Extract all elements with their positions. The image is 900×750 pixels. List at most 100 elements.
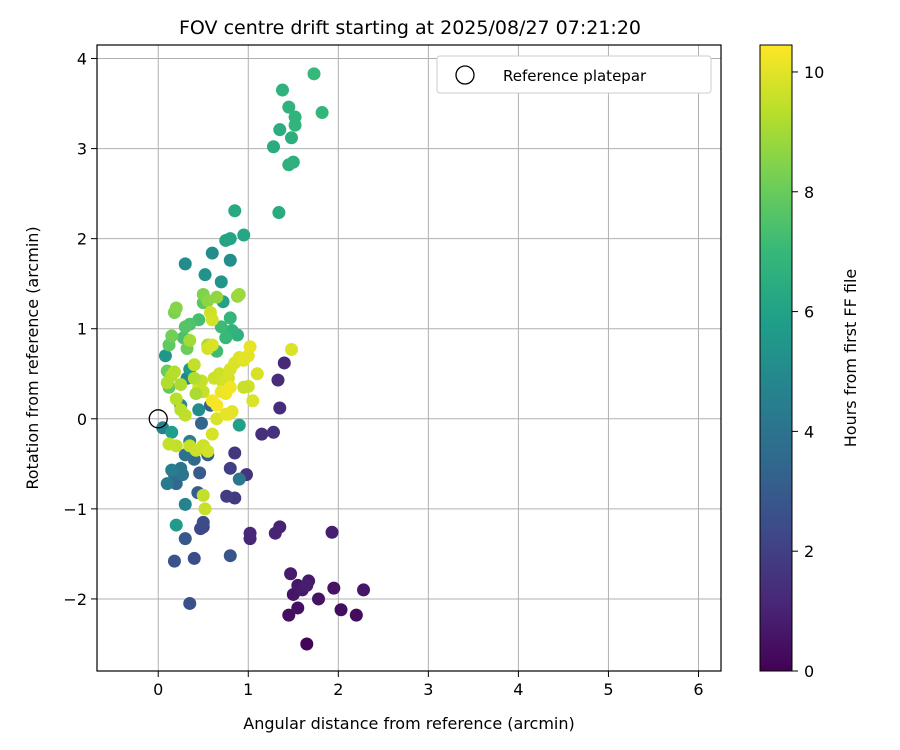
data-point [250,367,264,381]
data-point [187,551,201,565]
data-point [169,301,183,315]
data-point [223,311,237,325]
data-point [288,118,302,132]
data-point [228,204,242,218]
data-point [277,356,291,370]
data-point [205,427,219,441]
colorbar-tick-label: 10 [804,63,824,82]
data-point [165,329,179,343]
data-point [192,403,206,417]
colorbar-ticks: 0 2 4 6 8 10 [792,63,824,681]
data-point [243,526,257,540]
y-tick-label: 3 [77,140,87,159]
plot-area: 0 1 2 3 4 5 6 −2 −1 0 1 2 3 4 [63,44,722,699]
data-point [349,608,363,622]
plot-frame [96,44,722,672]
data-point [223,461,237,475]
data-point [230,328,244,342]
x-tick-label: 2 [333,680,343,699]
data-point [325,525,339,539]
y-tick-label: 1 [77,320,87,339]
data-point [205,338,219,352]
x-axis-label: Angular distance from reference (arcmin) [243,714,574,733]
x-tick-label: 1 [243,680,253,699]
data-point [183,333,197,347]
data-point [219,331,233,345]
data-point [189,387,203,401]
data-point [193,466,207,480]
data-point [178,532,192,546]
y-tick-label: 2 [77,230,87,249]
data-point [162,437,176,451]
data-point [198,502,212,516]
data-point [266,140,280,154]
colorbar-label: Hours from first FF file [841,269,860,448]
x-axis-ticks: 0 1 2 3 4 5 6 [153,671,704,699]
data-point [187,358,201,372]
data-point [196,488,210,502]
data-point [169,392,183,406]
y-tick-label: 4 [77,50,87,69]
data-point [174,378,188,392]
colorbar-tick-label: 2 [804,542,814,561]
data-point [187,371,201,385]
data-point [291,601,305,615]
data-point [167,554,181,568]
data-point [246,394,260,408]
data-point [178,497,192,511]
colorbar: 0 2 4 6 8 10 Hours from first FF file [759,44,860,681]
data-point [196,515,210,529]
data-point [237,380,251,394]
colorbar-tick-label: 4 [804,422,814,441]
x-tick-label: 0 [153,680,163,699]
data-point [160,477,174,491]
data-point [205,246,219,260]
data-point [272,206,286,220]
data-point [223,253,237,267]
colorbar-gradient [759,44,793,672]
data-point [223,380,237,394]
data-point [183,596,197,610]
data-point [284,567,298,581]
x-tick-label: 5 [603,680,613,699]
chart-title: FOV centre drift starting at 2025/08/27 … [179,17,641,39]
data-point [214,275,228,289]
scatter-points [156,67,371,651]
data-point [223,549,237,563]
data-point [243,340,257,354]
x-tick-label: 3 [423,680,433,699]
data-point [237,228,251,242]
data-point [315,106,329,120]
y-tick-label: −2 [63,590,87,609]
data-point [268,526,282,540]
data-point [223,232,237,246]
data-point [271,373,285,387]
legend: Reference platepar [436,55,712,94]
data-point [284,342,298,356]
data-point [178,320,192,334]
data-point [284,131,298,145]
data-point [198,268,212,282]
data-point [201,444,215,458]
data-point [178,408,192,422]
data-point [205,313,219,327]
data-point [282,158,296,172]
legend-label: Reference platepar [503,67,647,85]
plot-frame-bg [97,45,721,671]
data-point [232,418,246,432]
data-point [273,123,287,137]
data-point [357,583,371,597]
legend-box [436,55,712,94]
data-point [273,401,287,415]
data-point [165,425,179,439]
legend-marker [455,65,475,85]
data-point [275,83,289,97]
y-tick-label: 0 [77,410,87,429]
data-point [312,592,326,606]
data-point [210,290,224,304]
colorbar-tick-label: 8 [804,183,814,202]
data-point [176,468,190,482]
data-point [232,472,246,486]
data-point [178,257,192,271]
